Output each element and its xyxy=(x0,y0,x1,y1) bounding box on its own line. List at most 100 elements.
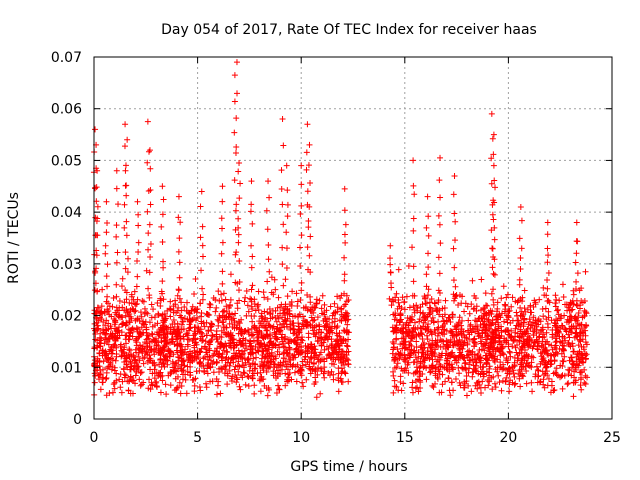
data-point xyxy=(569,306,576,313)
data-point xyxy=(144,344,151,351)
data-point xyxy=(514,312,521,319)
data-point xyxy=(535,316,542,323)
data-point xyxy=(539,305,546,312)
data-point xyxy=(532,339,539,346)
data-point xyxy=(228,354,235,361)
data-point xyxy=(331,323,338,330)
data-point xyxy=(184,368,191,375)
data-point xyxy=(537,378,544,385)
data-point xyxy=(235,353,242,360)
data-point xyxy=(169,335,176,342)
data-point xyxy=(274,348,281,355)
data-point xyxy=(518,320,525,327)
data-point xyxy=(214,316,221,323)
data-point xyxy=(509,294,516,301)
data-point xyxy=(542,364,549,371)
data-point xyxy=(342,338,349,345)
data-point xyxy=(434,339,441,346)
data-point xyxy=(503,337,510,344)
data-point xyxy=(255,307,262,314)
data-point xyxy=(162,381,169,388)
data-point xyxy=(505,365,512,372)
data-point xyxy=(443,341,450,348)
data-point xyxy=(520,340,527,347)
data-point xyxy=(504,291,511,298)
data-point xyxy=(103,330,110,337)
data-point xyxy=(221,307,228,314)
data-point xyxy=(305,217,312,224)
data-point xyxy=(113,222,120,229)
data-point xyxy=(207,357,214,364)
data-point xyxy=(298,287,305,294)
data-point xyxy=(274,304,281,311)
data-point xyxy=(544,245,551,252)
data-point xyxy=(413,302,420,309)
data-point xyxy=(283,321,290,328)
data-point xyxy=(543,316,550,323)
data-point xyxy=(414,384,421,391)
data-point xyxy=(266,268,273,275)
data-point xyxy=(149,370,156,377)
data-point xyxy=(529,388,536,395)
data-point xyxy=(341,362,348,369)
data-point xyxy=(261,341,268,348)
data-point xyxy=(120,366,127,373)
data-point xyxy=(304,307,311,314)
data-point xyxy=(282,370,289,377)
data-point xyxy=(422,355,429,362)
data-point xyxy=(279,314,286,321)
data-point xyxy=(499,350,506,357)
data-point xyxy=(113,293,120,300)
data-point xyxy=(397,349,404,356)
data-point xyxy=(483,302,490,309)
data-point xyxy=(118,352,125,359)
data-point xyxy=(248,286,255,293)
data-point xyxy=(236,195,243,202)
data-point xyxy=(173,359,180,366)
data-point xyxy=(123,289,130,296)
data-point xyxy=(413,338,420,345)
data-point xyxy=(271,364,278,371)
data-point xyxy=(417,309,424,316)
data-point xyxy=(490,301,497,308)
data-point xyxy=(565,331,572,338)
data-point xyxy=(160,264,167,271)
data-point xyxy=(330,376,337,383)
data-point xyxy=(324,321,331,328)
data-point xyxy=(565,304,572,311)
data-point xyxy=(482,342,489,349)
data-point xyxy=(147,165,154,172)
data-point xyxy=(521,287,528,294)
data-point xyxy=(476,315,483,322)
data-point xyxy=(257,388,264,395)
data-point xyxy=(135,249,142,256)
data-point xyxy=(496,339,503,346)
data-point xyxy=(187,372,194,379)
data-point xyxy=(178,314,185,321)
data-point xyxy=(96,357,103,364)
data-point xyxy=(207,378,214,385)
data-point xyxy=(206,312,213,318)
data-point xyxy=(333,337,340,344)
data-point xyxy=(312,374,319,381)
data-point xyxy=(303,166,310,173)
data-point xyxy=(201,344,208,351)
data-point xyxy=(293,378,300,385)
data-point xyxy=(167,306,174,313)
data-point xyxy=(130,352,137,359)
data-point xyxy=(310,317,317,324)
data-point xyxy=(545,351,552,358)
data-point xyxy=(126,336,133,343)
data-point xyxy=(154,329,161,336)
data-point xyxy=(307,299,314,306)
data-point xyxy=(147,186,154,193)
data-point xyxy=(410,263,417,270)
data-point xyxy=(422,295,429,302)
data-point xyxy=(181,304,188,311)
data-point xyxy=(213,348,220,355)
data-point xyxy=(327,354,334,361)
data-point xyxy=(164,307,171,314)
data-point xyxy=(136,376,143,383)
data-point xyxy=(167,370,174,377)
data-point xyxy=(147,253,154,260)
